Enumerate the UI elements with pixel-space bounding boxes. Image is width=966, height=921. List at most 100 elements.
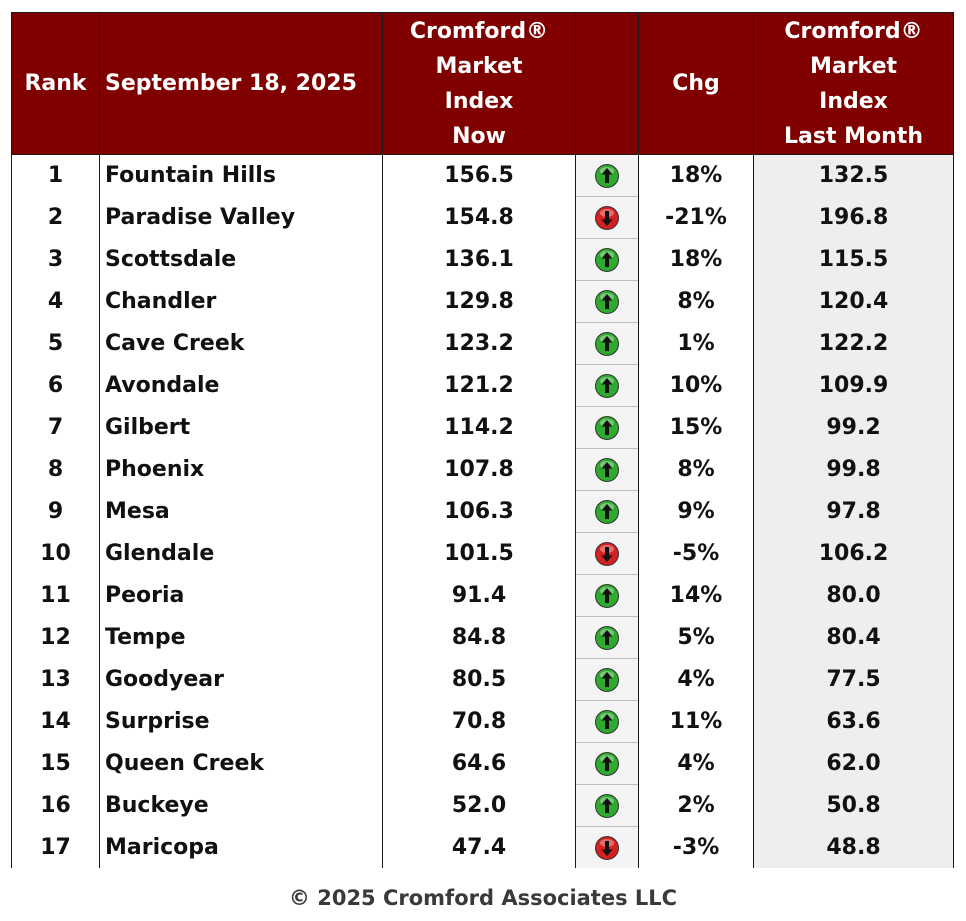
rank-cell: 17 — [11, 826, 100, 868]
header-line: Cromford® — [784, 18, 923, 44]
index-now-cell: 70.8 — [382, 700, 576, 743]
direction-cell — [575, 364, 639, 407]
city-cell: Chandler — [99, 280, 383, 323]
header-line: Index — [819, 88, 888, 114]
index-last-month-cell: 106.2 — [753, 532, 954, 575]
up-arrow-icon — [595, 625, 619, 650]
rank-cell: 7 — [11, 406, 100, 449]
change-cell: 9% — [638, 490, 754, 533]
index-now-cell: 121.2 — [382, 364, 576, 407]
index-now-cell: 52.0 — [382, 784, 576, 827]
down-arrow-icon — [595, 541, 619, 566]
change-cell: -5% — [638, 532, 754, 575]
up-arrow-icon — [595, 289, 619, 314]
up-arrow-icon — [595, 709, 619, 734]
table-row: 5 Cave Creek 123.2 1% 122.2 — [11, 322, 954, 365]
city-cell: Buckeye — [99, 784, 383, 827]
index-last-month-cell: 48.8 — [753, 826, 954, 868]
rank-cell: 13 — [11, 658, 100, 701]
rank-cell: 15 — [11, 742, 100, 785]
rank-cell: 3 — [11, 238, 100, 281]
change-cell: 14% — [638, 574, 754, 617]
table-body: 1 Fountain Hills 156.5 18% 132.5 2 Paradise Va… — [11, 154, 954, 868]
index-now-cell: 80.5 — [382, 658, 576, 701]
index-last-month-cell: 50.8 — [753, 784, 954, 827]
table-row: 9 Mesa 106.3 9% 97.8 — [11, 490, 954, 533]
header-line: Now — [452, 123, 506, 149]
table-row: 12 Tempe 84.8 5% 80.4 — [11, 616, 954, 659]
index-now-cell: 84.8 — [382, 616, 576, 659]
city-cell: Scottsdale — [99, 238, 383, 281]
table-row: 17 Maricopa 47.4 -3% 48.8 — [11, 826, 954, 868]
rank-cell: 1 — [11, 154, 100, 197]
direction-cell — [575, 658, 639, 701]
direction-cell — [575, 826, 639, 868]
column-header-chg: Chg — [638, 12, 754, 155]
index-now-cell: 91.4 — [382, 574, 576, 617]
change-cell: -3% — [638, 826, 754, 868]
table-row: 14 Surprise 70.8 11% 63.6 — [11, 700, 954, 743]
index-last-month-cell: 109.9 — [753, 364, 954, 407]
rank-cell: 10 — [11, 532, 100, 575]
column-header-date: September 18, 2025 — [99, 12, 383, 155]
table-row: 15 Queen Creek 64.6 4% 62.0 — [11, 742, 954, 785]
index-last-month-cell: 196.8 — [753, 196, 954, 239]
direction-cell — [575, 154, 639, 197]
direction-cell — [575, 784, 639, 827]
header-row: Rank September 18, 2025 Cromford® Market… — [11, 12, 954, 155]
direction-cell — [575, 238, 639, 281]
direction-cell — [575, 490, 639, 533]
table-row: 2 Paradise Valley 154.8 -21% 196.8 — [11, 196, 954, 239]
city-cell: Cave Creek — [99, 322, 383, 365]
direction-cell — [575, 700, 639, 743]
rank-cell: 2 — [11, 196, 100, 239]
index-last-month-cell: 62.0 — [753, 742, 954, 785]
up-arrow-icon — [595, 163, 619, 188]
down-arrow-icon — [595, 835, 619, 860]
rank-cell: 8 — [11, 448, 100, 491]
header-line: Market — [435, 53, 523, 79]
rank-cell: 6 — [11, 364, 100, 407]
table-row: 8 Phoenix 107.8 8% 99.8 — [11, 448, 954, 491]
change-cell: 4% — [638, 658, 754, 701]
index-now-cell: 123.2 — [382, 322, 576, 365]
index-last-month-cell: 80.0 — [753, 574, 954, 617]
column-header-index-now: Cromford® Market Index Now — [382, 12, 576, 155]
header-line: Index — [444, 88, 514, 114]
index-last-month-cell: 132.5 — [753, 154, 954, 197]
table-row: 4 Chandler 129.8 8% 120.4 — [11, 280, 954, 323]
index-last-month-cell: 115.5 — [753, 238, 954, 281]
rank-cell: 14 — [11, 700, 100, 743]
up-arrow-icon — [595, 331, 619, 356]
up-arrow-icon — [595, 667, 619, 692]
change-cell: -21% — [638, 196, 754, 239]
city-cell: Queen Creek — [99, 742, 383, 785]
down-arrow-icon — [595, 205, 619, 230]
direction-cell — [575, 616, 639, 659]
index-last-month-cell: 77.5 — [753, 658, 954, 701]
up-arrow-icon — [595, 751, 619, 776]
table-row: 10 Glendale 101.5 -5% 106.2 — [11, 532, 954, 575]
table-row: 13 Goodyear 80.5 4% 77.5 — [11, 658, 954, 701]
city-cell: Goodyear — [99, 658, 383, 701]
change-cell: 4% — [638, 742, 754, 785]
table-row: 16 Buckeye 52.0 2% 50.8 — [11, 784, 954, 827]
city-cell: Paradise Valley — [99, 196, 383, 239]
city-cell: Phoenix — [99, 448, 383, 491]
city-cell: Surprise — [99, 700, 383, 743]
index-last-month-cell: 99.2 — [753, 406, 954, 449]
direction-cell — [575, 406, 639, 449]
column-header-direction — [575, 12, 639, 155]
header-line: Cromford® — [409, 18, 549, 44]
index-now-cell: 129.8 — [382, 280, 576, 323]
change-cell: 5% — [638, 616, 754, 659]
city-cell: Mesa — [99, 490, 383, 533]
city-cell: Glendale — [99, 532, 383, 575]
column-header-index-last-month: Cromford® Market Index Last Month — [753, 12, 954, 155]
direction-cell — [575, 574, 639, 617]
rank-cell: 16 — [11, 784, 100, 827]
change-cell: 18% — [638, 154, 754, 197]
index-last-month-cell: 63.6 — [753, 700, 954, 743]
up-arrow-icon — [595, 457, 619, 482]
change-cell: 8% — [638, 280, 754, 323]
